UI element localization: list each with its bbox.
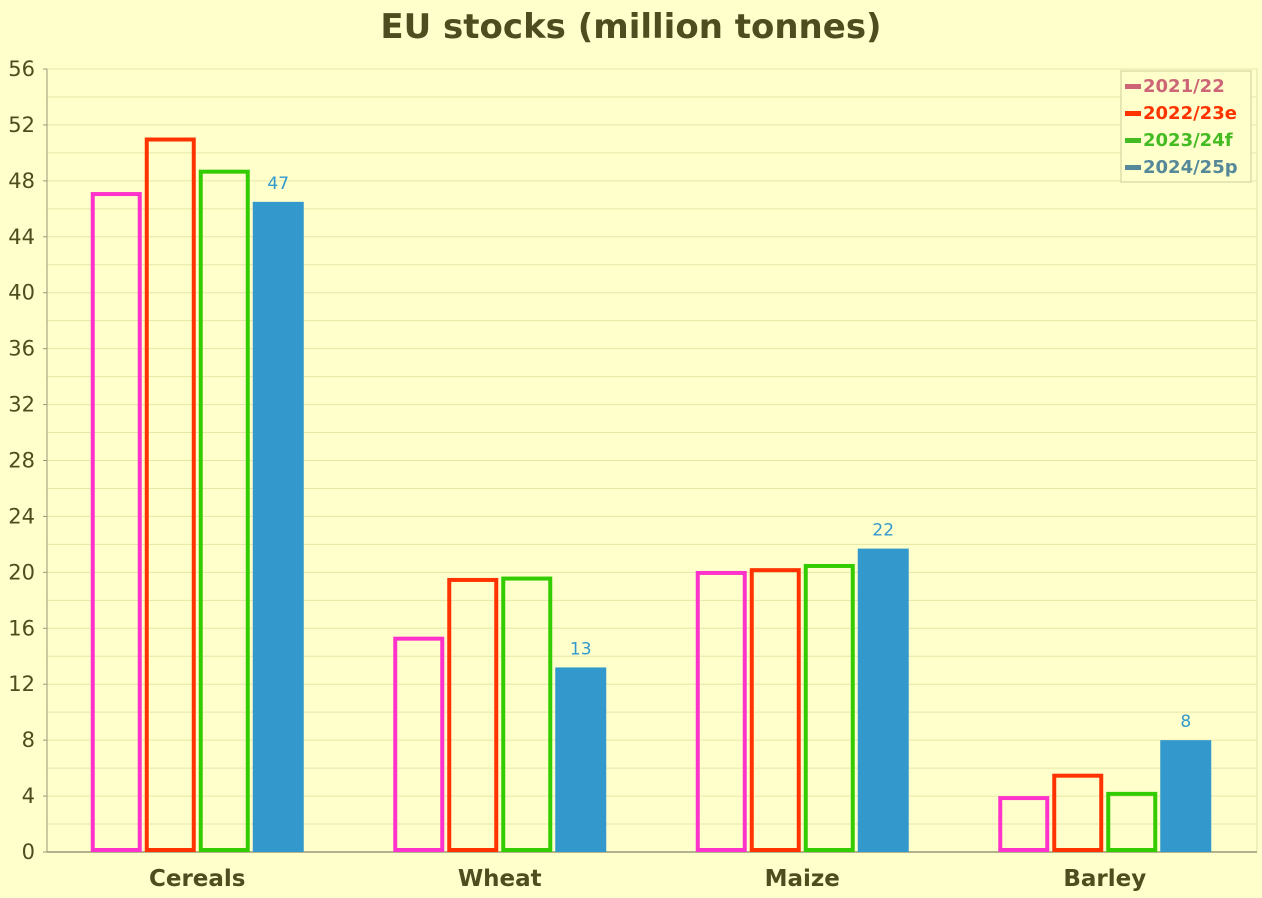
bar-2024-25p-maize: [857, 548, 909, 852]
bar-2021-22-wheat: [393, 636, 445, 852]
data-label: 8: [1180, 712, 1191, 732]
gridlines: [46, 68, 1258, 853]
data-label: 13: [570, 639, 592, 659]
data-labels: 47 13 22 8: [267, 174, 1191, 732]
y-tick-label: 0: [22, 840, 35, 864]
legend-swatch: [1125, 138, 1141, 143]
bar-2023-24f-barley: [1106, 791, 1158, 852]
y-tick-label: 20: [8, 560, 35, 584]
bar-2022-23e-wheat: [447, 577, 499, 852]
x-tick-label: Barley: [1063, 866, 1146, 892]
x-tick-label: Maize: [765, 866, 840, 892]
bar-2023-24f-wheat: [501, 576, 553, 852]
bar-2023-24f-cereals: [198, 169, 250, 852]
bar-2021-22-barley: [998, 796, 1050, 852]
x-tick-label: Wheat: [458, 866, 542, 892]
y-tick-label: 24: [8, 504, 35, 528]
legend-swatch: [1125, 111, 1141, 116]
y-tick-label: 56: [8, 57, 35, 81]
legend-box: [1120, 70, 1252, 183]
y-tick-label: 12: [8, 672, 35, 696]
y-tick-label: 28: [8, 449, 35, 473]
legend-label: 2022/23e: [1143, 103, 1237, 124]
legend-swatch: [1125, 84, 1141, 89]
y-tick-label: 40: [8, 281, 35, 305]
bar-2022-23e-cereals: [144, 137, 196, 852]
y-tick-label: 4: [22, 784, 35, 808]
data-label: 22: [872, 521, 894, 541]
bars: [90, 137, 1212, 853]
bar-2022-23e-maize: [749, 568, 801, 852]
bar-2022-23e-barley: [1052, 773, 1104, 853]
chart-title: EU stocks (million tonnes): [380, 7, 881, 47]
legend-label: 2024/25p: [1143, 157, 1238, 178]
y-tick-label: 44: [8, 225, 35, 249]
legend-label: 2021/22: [1143, 76, 1225, 97]
legend-swatch: [1125, 165, 1141, 170]
y-tick-label: 16: [8, 616, 35, 640]
legend-label: 2023/24f: [1143, 130, 1233, 151]
bar-2021-22-maize: [695, 570, 747, 852]
y-tick-label: 36: [8, 337, 35, 361]
y-tick-label: 8: [22, 728, 35, 752]
y-tick-label: 52: [8, 113, 35, 137]
legend: 2021/22 2022/23e 2023/24f 2024/25p: [1120, 70, 1252, 183]
y-tick-label: 32: [8, 393, 35, 417]
bar-2024-25p-cereals: [252, 201, 304, 853]
bar-2023-24f-maize: [803, 563, 855, 852]
x-tick-label: Cereals: [149, 866, 246, 892]
data-label: 47: [267, 174, 289, 194]
bar-2021-22-cereals: [90, 192, 142, 853]
bar-2024-25p-wheat: [555, 667, 607, 852]
y-tick-label: 48: [8, 169, 35, 193]
bar-2024-25p-barley: [1160, 740, 1212, 852]
